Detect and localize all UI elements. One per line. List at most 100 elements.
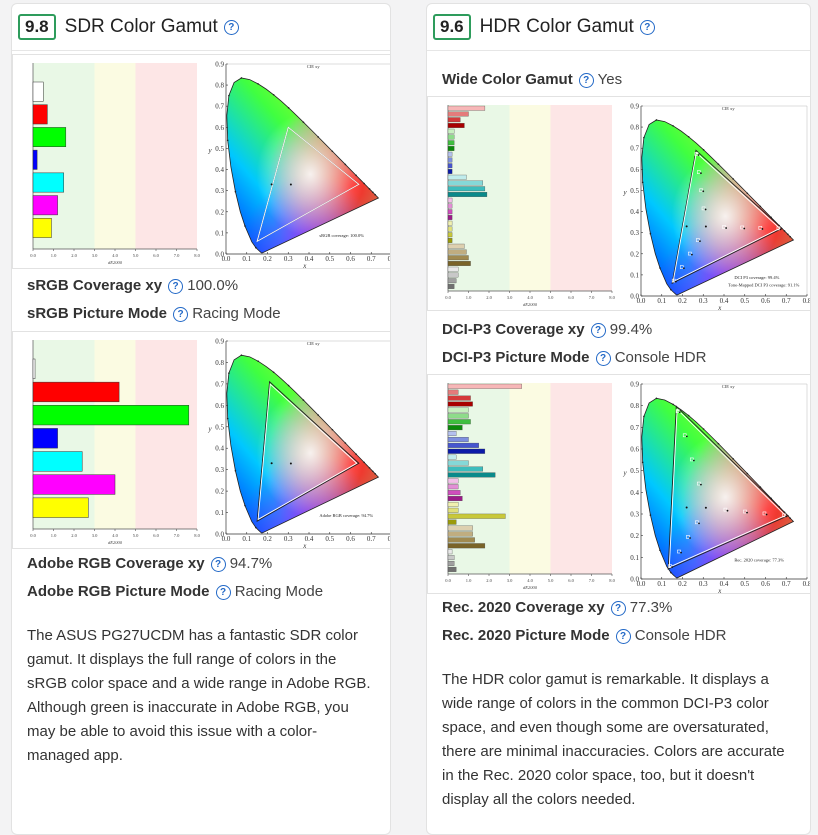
help-icon[interactable]: ? [210, 556, 226, 572]
de-bar [447, 209, 453, 215]
help-icon[interactable]: ? [639, 19, 655, 35]
cie-color-fill [641, 398, 794, 578]
de-bar [447, 442, 479, 448]
y-tick-label: 0.1 [630, 554, 639, 562]
hdr-color-gamut-card: 9.6 HDR Color Gamut ? Wide Color Gamut? … [426, 3, 811, 835]
help-icon[interactable]: ? [168, 278, 184, 294]
locus-tick [344, 442, 347, 444]
help-icon[interactable]: ? [615, 628, 631, 644]
x-tick-label: 0.8 [803, 297, 811, 305]
measured-marker [674, 280, 677, 283]
y-tick-label: 0.5 [630, 187, 639, 195]
measured-marker [671, 566, 673, 569]
locus-tick [672, 125, 674, 127]
de-tick-label: 0.0 [445, 295, 451, 300]
de-bar [447, 140, 455, 146]
locus-tick [643, 136, 645, 139]
y-tick-label: 0.2 [630, 250, 639, 258]
x-tick-label: 0.6 [346, 535, 355, 543]
de-bar [447, 389, 459, 395]
poor-zone [135, 340, 197, 529]
de-bar [447, 272, 459, 278]
y-tick-label: 0.6 [630, 446, 639, 454]
help-icon[interactable]: ? [215, 584, 231, 600]
x-axis-label: x [302, 542, 307, 548]
de-tick-label: 2.0 [486, 295, 492, 300]
dci-p3-picture-mode-value: Console HDR [614, 349, 707, 366]
target-marker [696, 238, 700, 242]
locus-tick [732, 458, 734, 460]
locus-tick [789, 235, 791, 238]
x-tick-label: 0.7 [782, 580, 791, 588]
de-bar [447, 454, 457, 460]
spectral-locus [641, 119, 795, 296]
y-axis-label: y [207, 425, 212, 433]
de-bar [447, 169, 453, 174]
y-tick-label: 0.7 [630, 424, 639, 432]
x-tick-label: 0.0 [222, 255, 231, 263]
locus-tick [363, 461, 365, 464]
locus-tick [702, 428, 705, 430]
x-tick-label: 0.7 [367, 535, 376, 543]
de-tick-label: 5.0 [133, 253, 139, 258]
de-axis-label: dE2000 [523, 302, 538, 307]
y-tick-label: 0.0 [630, 293, 639, 301]
target-marker [677, 549, 681, 554]
srgb-picture-mode-value: Racing Mode [192, 305, 281, 322]
help-icon[interactable]: ? [590, 322, 606, 338]
target-marker [699, 188, 703, 193]
de-tick-label: 5.0 [548, 295, 554, 300]
wide-color-gamut-row: Wide Color Gamut? Yes [442, 71, 622, 88]
de-tick-label: 0.0 [30, 253, 36, 258]
de-bar [447, 437, 469, 442]
locus-tick [226, 417, 229, 420]
de-bar-cyan [32, 172, 64, 193]
y-axis-label: y [207, 147, 212, 155]
help-icon[interactable]: ? [610, 600, 626, 616]
locus-tick [789, 517, 791, 519]
de-bar [447, 192, 488, 197]
de-bar [447, 466, 483, 472]
help-icon[interactable]: ? [578, 72, 594, 88]
help-icon[interactable]: ? [595, 350, 611, 366]
locus-tick [226, 139, 229, 142]
measured-marker [689, 537, 691, 539]
locus-tick [317, 414, 319, 416]
locus-tick [331, 428, 334, 431]
dci-p3-coverage-label: DCI-P3 Coverage xy [442, 321, 585, 338]
de-bar [447, 383, 522, 389]
srgb-gamut-graph: 0.0 1.0 2.0 3.0 4.0 5.0 6.0 7.0 8.0 dE2000 0.0 0.1… [12, 54, 390, 269]
tone-mapped-caption: Tone-Mapped DCI P3 coverage: 91.1% [728, 283, 800, 288]
reference-gamut-triangle [256, 380, 360, 522]
x-tick-label: 0.5 [740, 297, 749, 305]
cie-color-fill [226, 355, 379, 533]
de-bar-magenta [32, 195, 58, 216]
de-bar [447, 448, 486, 454]
spectral-locus [226, 77, 380, 254]
chart-title: CIE xy [307, 64, 321, 69]
target-marker [688, 251, 692, 256]
x-tick-label: 0.3 [699, 580, 708, 588]
measured-marker [761, 228, 764, 230]
x-tick-label: 0.2 [678, 580, 687, 588]
de-axis-label: dE2000 [108, 260, 123, 265]
de-tick-label: 4.0 [112, 253, 118, 258]
de-bar-white [32, 81, 44, 102]
measured-marker [699, 240, 701, 243]
de-tick-label: 7.0 [589, 578, 595, 583]
srgb-coverage-label: sRGB Coverage xy [27, 277, 163, 294]
adobe-rgb-coverage-row: Adobe RGB Coverage xy? 94.7% [27, 555, 272, 572]
rec2020-picture-mode-label: Rec. 2020 Picture Mode [442, 627, 610, 644]
de-bar [447, 123, 465, 128]
locus-tick [255, 526, 257, 529]
de-bar [447, 478, 459, 484]
locus-tick [687, 414, 690, 417]
target-marker [758, 226, 763, 230]
de-tick-label: 2.0 [71, 253, 77, 258]
adobe-rgb-picture-mode-value: Racing Mode [234, 583, 324, 600]
help-icon[interactable]: ? [223, 19, 239, 35]
target-marker [694, 152, 699, 156]
de-bar [447, 525, 473, 531]
help-icon[interactable]: ? [173, 306, 189, 322]
de-tick-label: 8.0 [609, 578, 615, 583]
